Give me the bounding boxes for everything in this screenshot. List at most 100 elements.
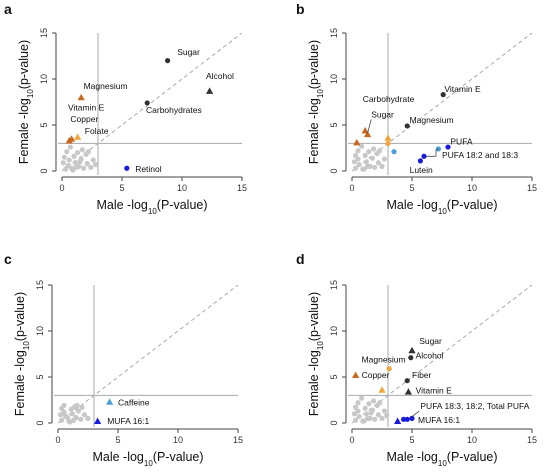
- data-point: [409, 415, 415, 421]
- point-label: Copper: [70, 114, 98, 124]
- point-label: Vitamin E: [416, 386, 453, 396]
- nonsignificant-point: [381, 156, 387, 162]
- panel-b: b 0 5 10 15 0 5 10 15 Vitamin E Magnesium Carbohydr…: [296, 1, 537, 216]
- nonsignificant-point: [84, 161, 90, 167]
- point-label: Magnesium: [362, 354, 406, 364]
- nonsignificant-point: [85, 415, 91, 421]
- point-label: Sugar: [371, 110, 394, 120]
- nonsignificant-point: [64, 149, 70, 155]
- nonsignificant-point: [369, 155, 375, 161]
- x-tick-label: 0: [349, 183, 354, 193]
- y-axis-label: Female -log10(p-value): [307, 40, 325, 164]
- data-point: [94, 417, 102, 425]
- nonsignificant-point: [90, 157, 96, 163]
- point-label: Retinol: [135, 164, 162, 174]
- data-point: [77, 93, 85, 101]
- y-tick-label: 15: [329, 280, 339, 290]
- data-point: [408, 355, 414, 361]
- label-connector: [410, 410, 420, 418]
- data-point: [391, 149, 397, 155]
- nonsignificant-point: [68, 406, 74, 412]
- data-point: [74, 133, 82, 140]
- data-point: [421, 153, 427, 159]
- data-point: [384, 134, 392, 141]
- nonsignificant-point: [379, 163, 385, 169]
- point-label: Sugar: [177, 47, 200, 57]
- nonsignificant-point: [353, 417, 359, 423]
- nonsignificant-point: [61, 154, 67, 160]
- nonsignificant-point: [85, 149, 91, 155]
- x-tick-label: 10: [467, 183, 477, 193]
- x-tick-label: 5: [409, 183, 414, 193]
- data-point: [378, 386, 386, 393]
- panel-letter: d: [296, 251, 305, 267]
- nonsignificant-point: [379, 415, 385, 421]
- data-point: [404, 123, 410, 129]
- point-label: PUFA 18:2 and 18:3: [442, 150, 518, 160]
- y-tick-label: 5: [35, 374, 45, 379]
- nonsignificant-point: [365, 163, 371, 169]
- data-point: [352, 371, 360, 379]
- nonsignificant-point: [61, 409, 67, 415]
- x-axis-label: Male -log10(P-value): [96, 198, 207, 216]
- x-tick-label: 15: [527, 435, 537, 445]
- nonsignificant-point: [66, 157, 72, 163]
- nonsignificant-point: [61, 402, 67, 409]
- x-tick-label: 10: [177, 183, 187, 193]
- nonsignificant-point: [93, 161, 99, 168]
- nonsignificant-point: [362, 152, 368, 158]
- diagonal-line: [57, 284, 239, 424]
- nonsignificant-point: [375, 160, 381, 166]
- x-tick-label: 10: [173, 435, 183, 445]
- y-tick-label: 5: [39, 122, 49, 127]
- x-tick-label: 0: [55, 435, 60, 445]
- nonsignificant-point: [71, 153, 77, 159]
- nonsignificant-point: [359, 395, 365, 401]
- data-point: [404, 416, 410, 422]
- data-point: [401, 416, 407, 422]
- data-point: [364, 130, 372, 138]
- nonsignificant-point: [60, 160, 66, 166]
- nonsignificant-point: [67, 144, 73, 150]
- point-label: Magnesium: [84, 81, 128, 91]
- y-tick-label: 10: [39, 74, 49, 84]
- nonsignificant-point: [356, 161, 362, 168]
- nonsignificant-point: [356, 413, 362, 420]
- x-tick-label: 0: [349, 435, 354, 445]
- point-label: PUFA: [450, 136, 473, 146]
- data-point: [404, 378, 410, 384]
- nonsignificant-point: [375, 412, 381, 418]
- nonsignificant-point: [353, 165, 359, 171]
- nonsignificant-point: [353, 152, 359, 158]
- nonsignificant-point: [77, 159, 83, 165]
- nonsignificant-point: [353, 404, 359, 410]
- point-label: PUFA 18:3, 18:2, Total PUFA: [420, 401, 529, 411]
- point-label: Copper: [362, 370, 390, 380]
- nonsignificant-point: [355, 148, 361, 154]
- y-tick-label: 15: [329, 28, 339, 38]
- data-point: [106, 398, 114, 405]
- data-point: [385, 140, 391, 146]
- y-tick-label: 15: [35, 280, 45, 290]
- data-point: [165, 58, 171, 64]
- point-label: Vitamin E: [444, 84, 481, 94]
- nonsignificant-point: [65, 162, 71, 169]
- x-axis-label: Male -log10(P-value): [386, 198, 497, 216]
- data-point: [445, 144, 451, 150]
- x-tick-label: 10: [467, 435, 477, 445]
- diagonal-line: [351, 32, 533, 172]
- point-label: Fiber: [412, 370, 432, 380]
- point-label: Carbohydrates: [146, 105, 202, 115]
- point-label: Alcohol: [206, 71, 234, 81]
- x-axis-label: Male -log10(P-value): [92, 450, 203, 468]
- nonsignificant-point: [73, 164, 79, 170]
- nonsignificant-point: [359, 143, 365, 149]
- x-tick-label: 15: [237, 183, 247, 193]
- nonsignificant-point: [75, 150, 81, 156]
- y-tick-label: 10: [35, 326, 45, 336]
- point-label: Vitamin E: [68, 102, 105, 112]
- y-tick-label: 0: [329, 168, 339, 173]
- data-point: [435, 146, 441, 152]
- point-label: Carbohydrate: [363, 94, 415, 104]
